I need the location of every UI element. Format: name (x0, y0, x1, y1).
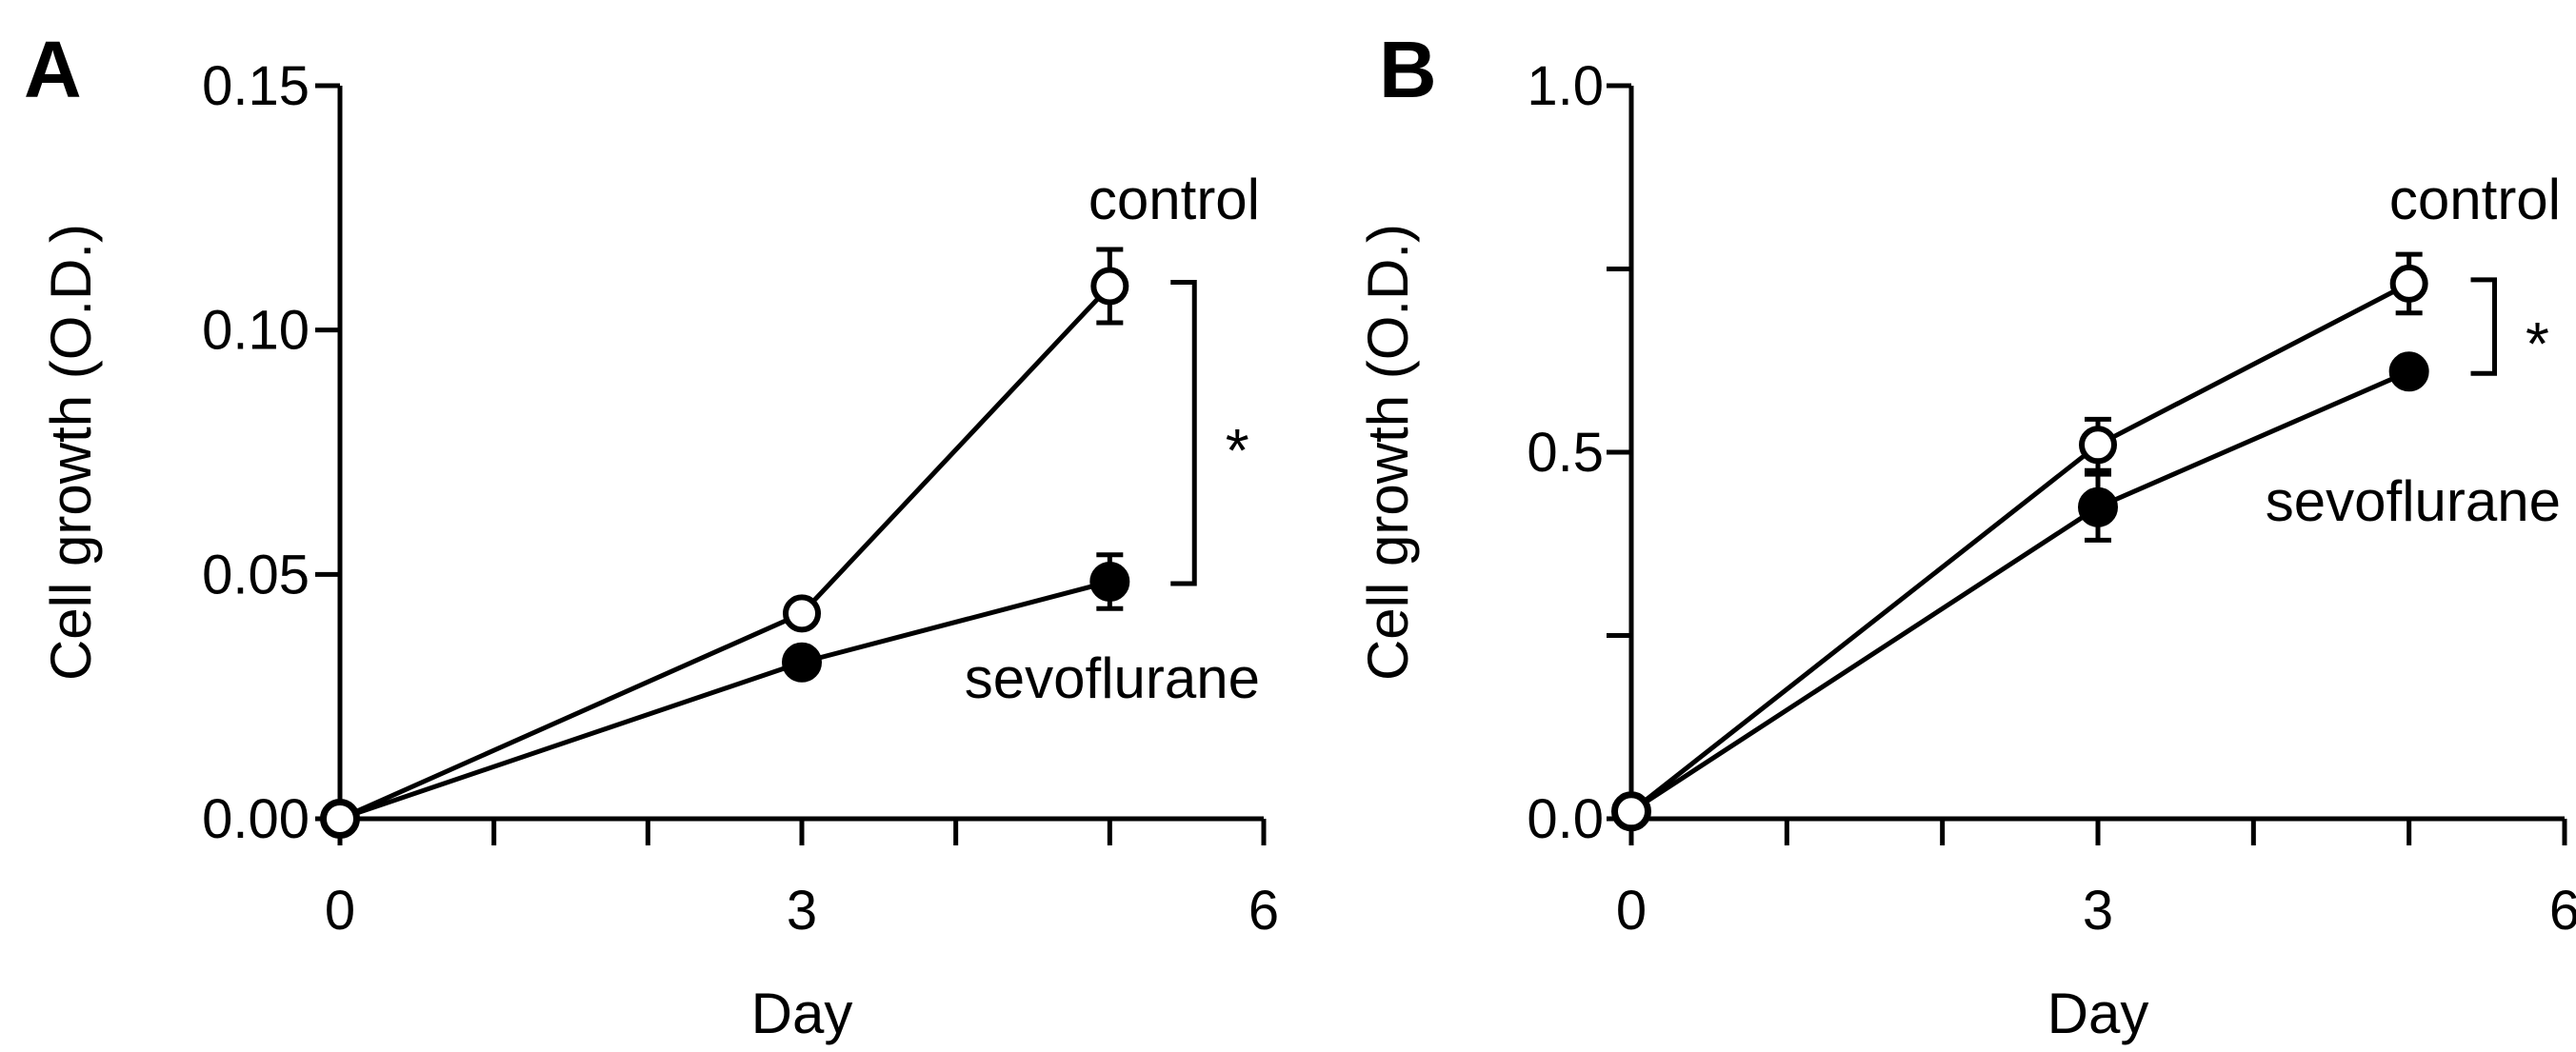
y-tick-label: 1.0 (1527, 55, 1604, 117)
panel-label: B (1379, 25, 1437, 114)
data-point-sevoflurane (782, 642, 822, 683)
y-tick-label: 0.15 (202, 55, 310, 117)
data-point-control (1090, 267, 1129, 306)
x-tick-label: 0 (1616, 880, 1647, 942)
series-annotation-sevoflurane: sevoflurane (2266, 469, 2561, 533)
y-axis-label: Cell growth (O.D.) (39, 224, 103, 681)
series-line-control (1629, 281, 2410, 814)
panel-b: B 0.0 0.5 1.0 0 3 6 Day Cell growth (O.D.) contro… (1356, 25, 2576, 1045)
data-point-sevoflurane (1089, 562, 1130, 603)
x-tick-label: 0 (325, 880, 355, 942)
data-point-sevoflurane (2388, 351, 2429, 392)
panel-label: A (24, 25, 82, 114)
series-annotation-sevoflurane: sevoflurane (965, 646, 1260, 710)
significance-asterisk: * (2526, 309, 2549, 378)
y-tick-label: 0.05 (202, 544, 310, 605)
data-point-control (783, 594, 821, 633)
significance-bracket (2470, 277, 2497, 376)
data-point-control (2079, 426, 2117, 465)
x-tick-label: 3 (2083, 880, 2113, 942)
y-tick-label: 0.0 (1527, 788, 1604, 850)
data-point-control (1612, 792, 1650, 831)
x-tick-label: 3 (787, 880, 817, 942)
data-point-sevoflurane (2078, 486, 2118, 527)
x-axis-label: Day (2047, 982, 2149, 1045)
y-tick-label: 0.10 (202, 300, 310, 362)
series-line-sevoflurane (1629, 369, 2410, 814)
significance-asterisk: * (1226, 416, 1249, 485)
series-annotation-control: control (1088, 168, 1260, 231)
y-tick-label: 0.00 (202, 788, 310, 850)
y-tick-label: 0.5 (1527, 422, 1604, 484)
panel-a: A 0.00 0.05 0.10 0.15 0 3 6 Day Cell growth (O.D.… (24, 25, 1279, 1045)
x-tick-label: 6 (1248, 880, 1279, 942)
significance-bracket (1170, 279, 1197, 586)
series-line-control (338, 284, 1112, 822)
x-axis-label: Day (751, 982, 853, 1045)
data-point-control (2389, 264, 2428, 303)
data-point-control (321, 800, 359, 838)
x-tick-label: 6 (2549, 880, 2576, 942)
y-axis-label: Cell growth (O.D.) (1356, 224, 1420, 681)
series-annotation-control: control (2389, 168, 2561, 231)
